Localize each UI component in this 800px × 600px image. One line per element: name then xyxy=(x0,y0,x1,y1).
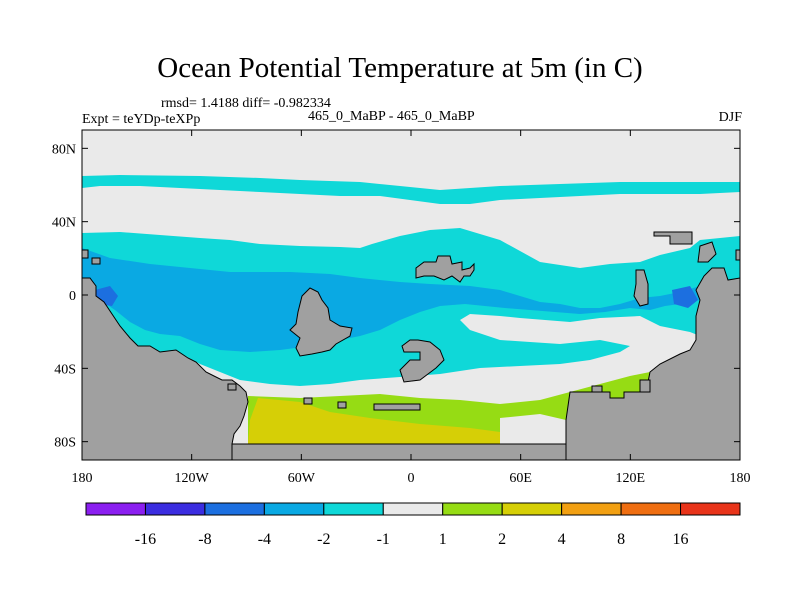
land-northeast-island xyxy=(653,231,693,245)
colorbar-label: -8 xyxy=(198,531,211,548)
contour-band-north-tongue xyxy=(82,175,740,204)
y-tick-label: 40S xyxy=(54,362,76,377)
colorbar-swatch xyxy=(501,502,563,516)
x-tick-label: 0 xyxy=(408,471,415,486)
colorbar-label: -1 xyxy=(377,531,390,548)
colorbar-label: -2 xyxy=(317,531,330,548)
contour-band-minus4-to-minus8-east xyxy=(672,286,698,308)
stats-label: rmsd= 1.4188 diff= -0.982334 xyxy=(161,96,331,111)
land-antarctic-islet-4 xyxy=(227,383,237,391)
land-east-tropics-island xyxy=(633,269,649,307)
land-central-north-island xyxy=(415,255,475,283)
colorbar-label: 2 xyxy=(498,531,506,548)
contour-band-minus2-to-minus4 xyxy=(82,248,740,352)
land-antarctic-islet-5 xyxy=(591,385,603,393)
colorbar-label: 4 xyxy=(558,531,566,548)
colorbar-label: 16 xyxy=(673,531,689,548)
contour-band-neutral-south xyxy=(500,414,566,444)
colorbar-swatch xyxy=(442,502,503,516)
chart-title: Ocean Potential Temperature at 5m (in C) xyxy=(157,52,643,84)
colorbar-swatch xyxy=(204,502,265,516)
colorbar-swatch xyxy=(680,502,741,516)
y-tick-label: 80N xyxy=(52,142,76,157)
x-tick-label: 180 xyxy=(730,471,751,486)
colorbar: -16 -8 -4 -2 -1 1 2 4 8 16 xyxy=(85,502,741,548)
land-central-continent xyxy=(289,287,353,357)
land-east-edge-bit xyxy=(735,249,740,261)
land-west-coast-bit-2 xyxy=(91,257,101,265)
colorbar-swatch xyxy=(620,502,682,516)
colorbar-label: -4 xyxy=(258,531,271,548)
land-southeast-continent xyxy=(565,267,740,460)
x-tick-label: 60E xyxy=(509,471,532,486)
land-ne-coast xyxy=(697,241,717,263)
colorbar-label: -16 xyxy=(135,531,156,548)
contour-band-2-to-4 xyxy=(248,398,500,444)
colorbar-label: 1 xyxy=(439,531,447,548)
map-field xyxy=(82,130,740,460)
x-tick-label: 120E xyxy=(616,471,646,486)
land-masks xyxy=(82,231,740,460)
x-tick-label: 120W xyxy=(175,471,210,486)
land-antarctic-islet-3 xyxy=(303,397,313,405)
y-tick-label: 40N xyxy=(52,216,76,231)
y-tick-label: 80S xyxy=(54,436,76,451)
land-antarctic-islet-2 xyxy=(337,401,347,409)
experiment-label: Expt = teYDp-teXPp xyxy=(82,112,201,127)
x-tick-label: 60W xyxy=(288,471,316,486)
colorbar-swatch xyxy=(85,502,146,516)
axes: 180 120W 60W 0 60E 120E 180 80N 40N 0 40S 80S xyxy=(52,130,751,486)
colorbar-swatch xyxy=(144,502,206,516)
land-antarctic-islet-6 xyxy=(639,379,651,393)
colorbar-swatch xyxy=(382,502,444,516)
land-antarctic-islet-1 xyxy=(373,403,421,411)
case-label: 465_0_MaBP - 465_0_MaBP xyxy=(308,109,475,124)
land-west-continent xyxy=(82,277,249,460)
colorbar-swatch xyxy=(561,502,622,516)
x-tick-label: 180 xyxy=(72,471,93,486)
colorbar-swatch xyxy=(323,502,384,516)
land-central-southern-island xyxy=(399,339,445,383)
colorbar-label: 8 xyxy=(617,531,625,548)
colorbar-swatch xyxy=(263,502,325,516)
land-west-coast-bit-1 xyxy=(82,249,89,259)
season-label: DJF xyxy=(718,110,742,125)
y-tick-label: 0 xyxy=(69,289,76,304)
